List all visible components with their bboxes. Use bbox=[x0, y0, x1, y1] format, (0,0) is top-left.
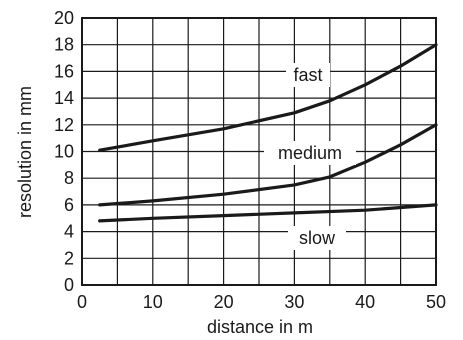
y-tick-label: 14 bbox=[54, 88, 74, 108]
series-label-slow-text: slow bbox=[299, 228, 336, 248]
y-tick-label: 0 bbox=[64, 275, 74, 295]
series-label-medium: medium bbox=[264, 141, 356, 165]
y-tick-label: 12 bbox=[54, 115, 74, 135]
x-axis-ticks: 0 10 20 30 40 50 bbox=[77, 292, 446, 312]
series-line-medium bbox=[98, 123, 438, 207]
y-tick-label: 8 bbox=[64, 168, 74, 188]
x-tick-label: 30 bbox=[284, 292, 304, 312]
y-tick-label: 2 bbox=[64, 248, 74, 268]
y-tick-label: 10 bbox=[54, 142, 74, 162]
x-tick-label: 50 bbox=[426, 292, 446, 312]
series-line-slow bbox=[98, 203, 438, 223]
y-tick-label: 16 bbox=[54, 61, 74, 81]
x-tick-label: 40 bbox=[355, 292, 375, 312]
y-axis-title: resolution in mm bbox=[15, 86, 35, 218]
series-label-fast: fast bbox=[286, 63, 330, 87]
x-tick-label: 10 bbox=[143, 292, 163, 312]
y-axis-ticks: 0 2 4 6 8 10 12 14 16 18 20 bbox=[54, 8, 74, 295]
x-axis-title: distance in m bbox=[207, 317, 313, 337]
y-tick-label: 6 bbox=[64, 195, 74, 215]
series-label-medium-text: medium bbox=[278, 143, 342, 163]
y-tick-label: 4 bbox=[64, 222, 74, 242]
x-tick-label: 20 bbox=[214, 292, 234, 312]
y-tick-label: 20 bbox=[54, 8, 74, 28]
series-line-fast bbox=[98, 43, 438, 152]
series-label-fast-text: fast bbox=[293, 65, 322, 85]
y-tick-label: 18 bbox=[54, 35, 74, 55]
series-lines bbox=[98, 43, 438, 223]
series-labels: fast medium slow bbox=[264, 63, 356, 250]
plot-frame bbox=[81, 17, 437, 286]
grid bbox=[81, 17, 437, 286]
x-tick-label: 0 bbox=[77, 292, 87, 312]
series-label-slow: slow bbox=[288, 226, 346, 250]
